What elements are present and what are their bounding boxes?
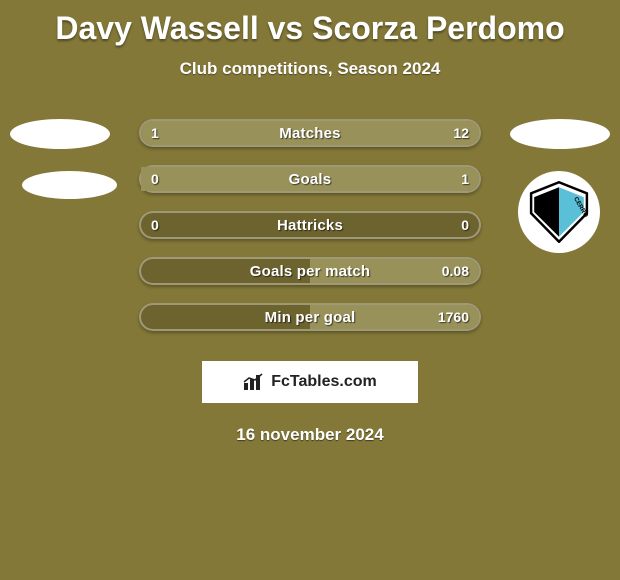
brand-text: FcTables.com xyxy=(271,373,377,391)
stat-row: Goals per match0.08 xyxy=(139,257,481,285)
stat-value-right: 0 xyxy=(451,213,479,237)
stat-bars: 1Matches120Goals10Hattricks0Goals per ma… xyxy=(139,119,481,331)
stat-label: Hattricks xyxy=(141,213,479,237)
stat-row: Min per goal1760 xyxy=(139,303,481,331)
stat-value-right: 1760 xyxy=(428,305,479,329)
right-club-badge: CERRO xyxy=(518,171,600,253)
left-player-badge-1 xyxy=(10,119,110,149)
stat-row: 1Matches12 xyxy=(139,119,481,147)
club-logo-icon: CERRO xyxy=(528,181,590,243)
left-player-badge-2 xyxy=(22,171,117,199)
stat-value-right: 1 xyxy=(451,167,479,191)
right-player-badge-1 xyxy=(510,119,610,149)
brand-box[interactable]: FcTables.com xyxy=(202,361,418,403)
stat-value-right: 0.08 xyxy=(432,259,479,283)
page-title: Davy Wassell vs Scorza Perdomo xyxy=(0,0,620,47)
stat-row: 0Goals1 xyxy=(139,165,481,193)
footer-date: 16 november 2024 xyxy=(0,425,620,445)
page-subtitle: Club competitions, Season 2024 xyxy=(0,59,620,79)
stat-value-right: 12 xyxy=(443,121,479,145)
stat-label: Goals xyxy=(141,167,479,191)
stats-area: CERRO 1Matches120Goals10Hattricks0Goals … xyxy=(0,119,620,331)
stat-label: Matches xyxy=(141,121,479,145)
stat-label: Goals per match xyxy=(141,259,479,283)
brand-chart-icon xyxy=(243,373,265,391)
stat-row: 0Hattricks0 xyxy=(139,211,481,239)
